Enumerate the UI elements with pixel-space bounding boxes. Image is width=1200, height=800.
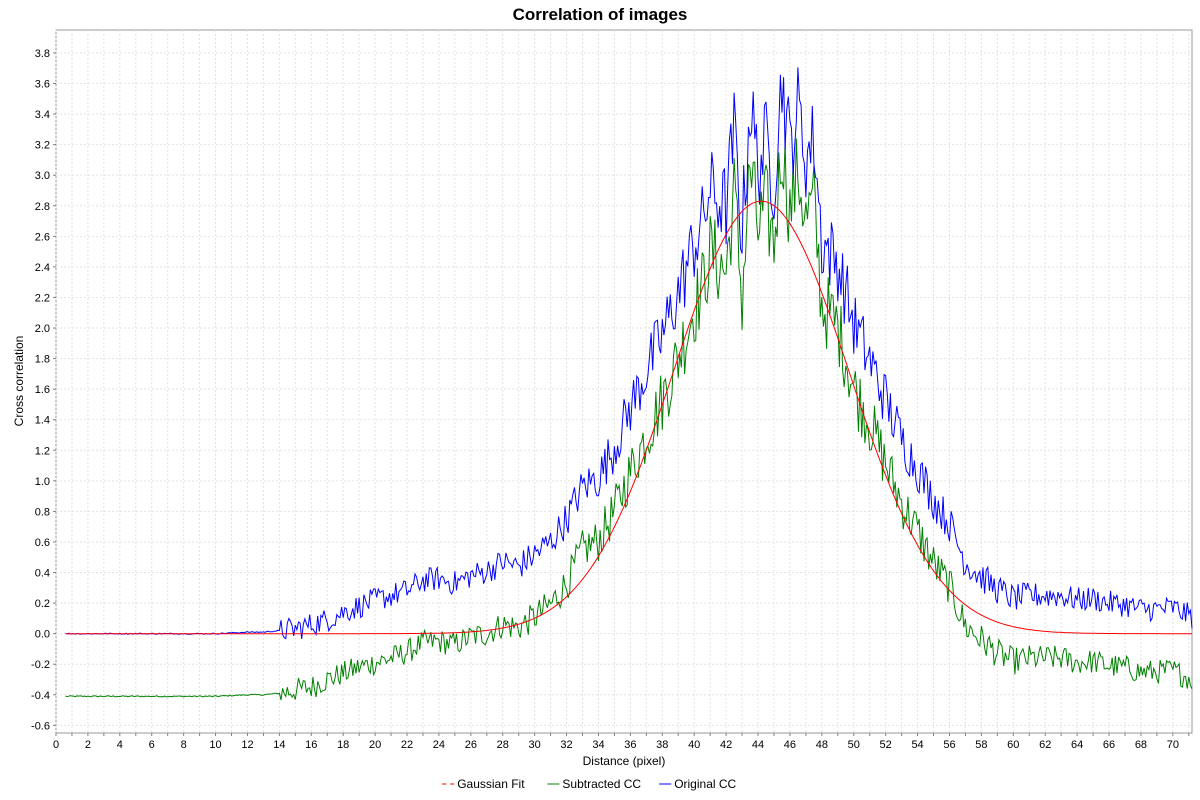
- y-tick-label: 3.0: [35, 170, 50, 182]
- legend: Gaussian Fit Subtracted CC Original CC: [442, 777, 737, 791]
- x-tick-label: 6: [149, 739, 155, 751]
- x-tick-label: 50: [848, 739, 860, 751]
- x-tick-label: 44: [752, 739, 764, 751]
- x-tick-label: 66: [1103, 739, 1115, 751]
- x-tick-label: 4: [117, 739, 123, 751]
- x-tick-label: 0: [53, 739, 59, 751]
- chart-title: Correlation of images: [513, 5, 688, 24]
- y-tick-label: -0.2: [31, 659, 50, 671]
- y-tick-label: 0.0: [35, 629, 50, 641]
- y-tick-label: 0.4: [35, 568, 50, 580]
- x-tick-label: 18: [337, 739, 349, 751]
- legend-label: Gaussian Fit: [457, 777, 525, 791]
- x-tick-label: 40: [688, 739, 700, 751]
- y-tick-label: 0.8: [35, 506, 50, 518]
- legend-item-subtracted-cc: Subtracted CC: [547, 777, 641, 791]
- series-line-subtracted-cc: [65, 138, 1193, 701]
- y-axis-label: Cross correlation: [12, 336, 26, 427]
- y-tick-label: 2.4: [35, 262, 50, 274]
- x-tick-label: 42: [720, 739, 732, 751]
- legend-item-original-cc: Original CC: [659, 777, 737, 791]
- y-tick-label: 0.6: [35, 537, 50, 549]
- x-tick-label: 34: [592, 739, 604, 751]
- y-axis: -0.6 -0.4 -0.2 0.0 0.2 0.4 0.6 0.8 1.0 1.2 1.4 1.6 1…: [31, 48, 56, 732]
- x-tick-label: 64: [1071, 739, 1083, 751]
- x-tick-label: 68: [1135, 739, 1147, 751]
- y-tick-label: 3.2: [35, 140, 50, 152]
- y-tick-label: -0.6: [31, 720, 50, 732]
- x-tick-label: 20: [369, 739, 381, 751]
- y-tick-label: 2.0: [35, 323, 50, 335]
- y-tick-label: 1.8: [35, 354, 50, 366]
- x-tick-label: 70: [1167, 739, 1179, 751]
- x-axis: 0 2 4 6 8 10 12 14 16 18 20 22 24 26 28 30 32 34 36 38 40 42 4…: [53, 733, 1190, 751]
- y-tick-label: 1.0: [35, 476, 50, 488]
- x-tick-label: 48: [816, 739, 828, 751]
- y-tick-label: 3.4: [35, 109, 50, 121]
- legend-item-gaussian-fit: Gaussian Fit: [442, 777, 525, 791]
- x-tick-label: 60: [1007, 739, 1019, 751]
- x-tick-label: 14: [273, 739, 285, 751]
- series-line-original-cc: [65, 67, 1193, 640]
- x-tick-label: 12: [241, 739, 253, 751]
- series-line-gaussian-fit: [65, 200, 1192, 635]
- x-tick-label: 36: [624, 739, 636, 751]
- y-tick-label: 1.6: [35, 384, 50, 396]
- x-tick-label: 22: [401, 739, 413, 751]
- x-tick-label: 38: [656, 739, 668, 751]
- y-tick-label: 1.4: [35, 415, 50, 427]
- x-tick-label: 28: [497, 739, 509, 751]
- x-tick-label: 10: [209, 739, 221, 751]
- series-layer: [65, 67, 1193, 701]
- x-tick-label: 58: [975, 739, 987, 751]
- legend-label: Original CC: [674, 777, 736, 791]
- y-tick-label: -0.4: [31, 690, 50, 702]
- legend-label: Subtracted CC: [562, 777, 641, 791]
- y-tick-label: 2.6: [35, 231, 50, 243]
- y-tick-label: 1.2: [35, 445, 50, 457]
- y-tick-label: 3.6: [35, 78, 50, 90]
- x-tick-label: 46: [784, 739, 796, 751]
- y-tick-label: 2.8: [35, 201, 50, 213]
- x-tick-label: 32: [560, 739, 572, 751]
- x-tick-label: 8: [181, 739, 187, 751]
- x-tick-label: 2: [85, 739, 91, 751]
- x-tick-label: 52: [880, 739, 892, 751]
- x-tick-label: 54: [911, 739, 923, 751]
- x-tick-label: 16: [305, 739, 317, 751]
- x-tick-label: 26: [465, 739, 477, 751]
- y-tick-label: 2.2: [35, 292, 50, 304]
- y-tick-label: 0.2: [35, 598, 50, 610]
- x-tick-label: 24: [433, 739, 445, 751]
- x-tick-label: 30: [529, 739, 541, 751]
- x-tick-label: 56: [943, 739, 955, 751]
- plot-area: [55, 29, 1193, 734]
- x-tick-label: 62: [1039, 739, 1051, 751]
- x-axis-label: Distance (pixel): [583, 754, 666, 768]
- y-tick-label: 3.8: [35, 48, 50, 60]
